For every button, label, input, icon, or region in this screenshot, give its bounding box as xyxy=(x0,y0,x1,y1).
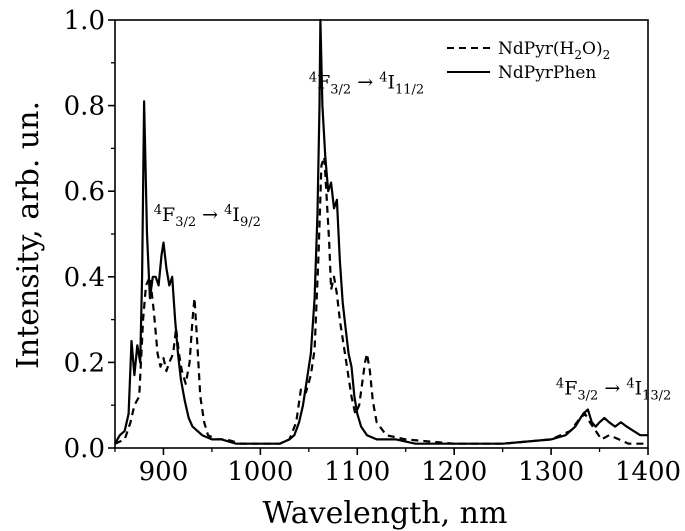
y-tick-label: 0.8 xyxy=(64,92,105,122)
transition-annotation: 4F3/2 → 4I13/2 xyxy=(556,377,671,404)
x-axis-title: Wavelength, nm xyxy=(263,496,508,531)
y-tick-label: 0.6 xyxy=(64,177,105,207)
transition-annotation: 4F3/2 → 4I9/2 xyxy=(154,203,261,230)
y-tick-label: 1.0 xyxy=(64,6,105,36)
x-tick-label: 1300 xyxy=(518,457,584,487)
x-tick-label: 900 xyxy=(139,457,189,487)
annotations: 4F3/2 → 4I9/2 4F3/2 → 4I11/2 4F3/2 → 4I13/… xyxy=(154,70,672,403)
x-tick-label: 1000 xyxy=(227,457,293,487)
x-tick-label: 1100 xyxy=(324,457,390,487)
y-tick-label: 0.4 xyxy=(64,263,105,293)
series-line-ndpyrphen xyxy=(114,18,648,445)
y-axis-title: Intensity, arb. un. xyxy=(11,101,46,369)
legend-label: NdPyr(H2O)2 xyxy=(498,39,610,62)
y-tick-label: 0.0 xyxy=(64,434,105,464)
plot-area xyxy=(114,18,648,445)
series-line-ndpyr-h2o2 xyxy=(114,155,648,445)
axes: 900 1000 1100 1200 1300 1400 0.0 0.2 0.4 0.6 0.8 1.… xyxy=(64,6,681,487)
x-tick-label: 1200 xyxy=(421,457,487,487)
legend-label: NdPyrPhen xyxy=(498,63,596,83)
x-tick-label: 1400 xyxy=(615,457,681,487)
y-tick-label: 0.2 xyxy=(64,348,105,378)
transition-annotation: 4F3/2 → 4I11/2 xyxy=(309,70,424,97)
